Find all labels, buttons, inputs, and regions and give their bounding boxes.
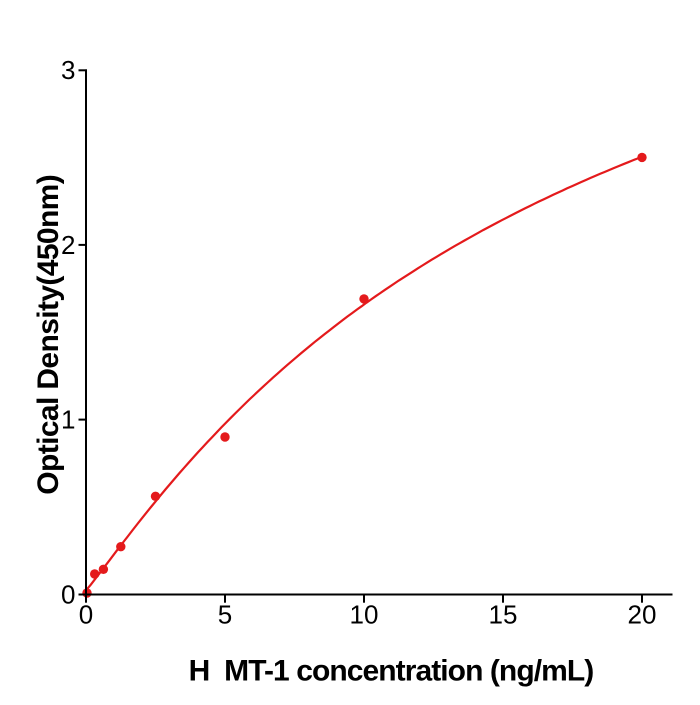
svg-text:20: 20 (628, 600, 657, 630)
svg-text:3: 3 (61, 55, 75, 85)
svg-text:15: 15 (489, 600, 518, 630)
svg-text:H MT-1 concentration (ng/mL): H MT-1 concentration (ng/mL) (189, 655, 594, 688)
svg-text:0: 0 (61, 579, 75, 609)
svg-text:5: 5 (218, 600, 232, 630)
svg-text:1: 1 (61, 405, 75, 435)
svg-text:10: 10 (350, 600, 379, 630)
svg-text:Optical Density(450nm): Optical Density(450nm) (32, 175, 65, 495)
svg-text:0: 0 (79, 600, 93, 630)
svg-text:2: 2 (61, 230, 75, 260)
